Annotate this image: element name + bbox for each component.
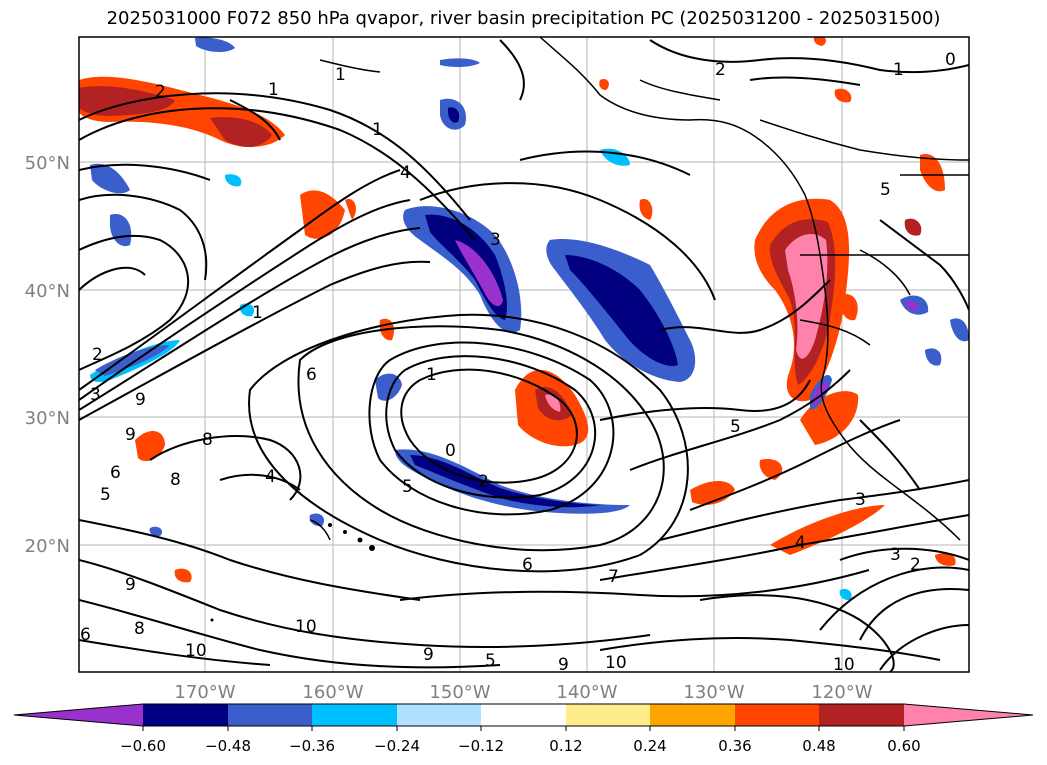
contour-label: 10 — [295, 617, 317, 637]
colorbar-tick-label: 0.24 — [633, 737, 666, 755]
contour-label: 1 — [426, 365, 437, 385]
colorbar-tick-label: 0.36 — [718, 737, 751, 755]
contour-label: 1 — [335, 65, 346, 85]
islands — [210, 523, 375, 622]
colorbar-segment — [650, 704, 735, 726]
colorbar-tick-label: 0.12 — [549, 737, 582, 755]
contour-label: 5 — [100, 485, 111, 505]
contour-label: 6 — [306, 365, 317, 385]
contour-label: 1 — [268, 80, 279, 100]
contour-label: 10 — [833, 655, 855, 675]
colorbar-segment — [397, 704, 481, 726]
gridlines — [79, 37, 969, 672]
lon-label-140w: 140°W — [556, 682, 617, 703]
contour-label: 2 — [155, 82, 166, 102]
colorbar-segment — [481, 704, 566, 726]
colorbar-extend-low — [14, 704, 143, 726]
contour-label: 5 — [730, 417, 741, 437]
contour-label: 3 — [90, 385, 101, 405]
colorbar-ticks — [142, 726, 905, 731]
lon-label-150w: 150°W — [429, 682, 490, 703]
contour-label: 0 — [445, 441, 456, 461]
contour-label: 8 — [134, 619, 145, 639]
colorbar-segment — [312, 704, 397, 726]
contour-label: 9 — [558, 655, 569, 675]
contour-label: 6 — [522, 555, 533, 575]
colorbar-segment — [143, 704, 228, 726]
colorbar-tick-label: −0.48 — [205, 737, 251, 755]
colorbar-segment — [566, 704, 650, 726]
lat-label-20n: 20°N — [25, 536, 70, 557]
contour-label: 5 — [880, 180, 891, 200]
contour-label: 2 — [478, 472, 489, 492]
contour-label: 5 — [402, 477, 413, 497]
lat-label-40n: 40°N — [25, 281, 70, 302]
map-content: 2 1 1 4 3 1 1 2 9 3 6 9 8 4 8 5 6 1 0 2 … — [79, 37, 969, 675]
colorbar: −0.60 −0.48 −0.36 −0.24 −0.12 0.12 0.24 … — [13, 703, 1034, 755]
colorbar-tick-label: −0.24 — [374, 737, 420, 755]
contour-label: 4 — [400, 163, 411, 183]
contour-label: 6 — [80, 625, 91, 645]
contour-label: 8 — [202, 430, 213, 450]
contour-labels: 2 1 1 4 3 1 1 2 9 3 6 9 8 4 8 5 6 1 0 2 … — [80, 50, 956, 675]
colorbar-segment — [735, 704, 819, 726]
contour-label: 4 — [795, 533, 806, 553]
map-frame — [78, 36, 970, 673]
colorbar-tick-label: −0.36 — [289, 737, 335, 755]
lon-label-130w: 130°W — [683, 682, 744, 703]
contour-label: 10 — [605, 653, 627, 673]
contour-label: 9 — [125, 425, 136, 445]
qvapor-contours — [79, 39, 969, 672]
lon-label-160w: 160°W — [302, 682, 363, 703]
colorbar-segment — [819, 704, 904, 726]
contour-label: 2 — [715, 60, 726, 80]
colorbar-tick-label: 0.60 — [887, 737, 920, 755]
contour-label: 2 — [910, 555, 921, 575]
contour-label: 9 — [423, 645, 434, 665]
colorbar-segment — [228, 704, 312, 726]
colorbar-tick-label: −0.60 — [120, 737, 166, 755]
coastlines — [309, 37, 969, 541]
lat-axis-labels: 50°N 40°N 30°N 20°N — [25, 153, 70, 557]
contour-label: 8 — [170, 470, 181, 490]
contour-label: 1 — [252, 303, 263, 323]
contour-label: 3 — [890, 545, 901, 565]
precip-positive-shading — [79, 37, 956, 583]
contour-label: 2 — [92, 345, 103, 365]
colorbar-tick-label: 0.48 — [802, 737, 835, 755]
colorbar-tick-label: −0.12 — [458, 737, 504, 755]
contour-label: 5 — [485, 651, 496, 671]
colorbar-tick-labels: −0.60 −0.48 −0.36 −0.24 −0.12 0.12 0.24 … — [120, 737, 921, 755]
lon-label-120w: 120°W — [811, 682, 872, 703]
lon-axis-labels: 170°W 160°W 150°W 140°W 130°W 120°W — [174, 682, 872, 703]
colorbar-extend-high — [904, 704, 1033, 726]
contour-label: 10 — [185, 641, 207, 661]
contour-label: 3 — [490, 230, 501, 250]
contour-label: 7 — [608, 567, 619, 587]
contour-label: 1 — [372, 120, 383, 140]
map-title: 2025031000 F072 850 hPa qvapor, river ba… — [106, 8, 941, 29]
lon-label-170w: 170°W — [174, 682, 235, 703]
precip-negative-shading — [90, 37, 969, 601]
contour-label: 0 — [945, 50, 956, 70]
contour-label: 9 — [125, 575, 136, 595]
contour-label: 1 — [893, 60, 904, 80]
contour-label: 3 — [855, 490, 866, 510]
lat-label-30n: 30°N — [25, 408, 70, 429]
contour-label: 4 — [265, 467, 276, 487]
contour-label: 6 — [110, 463, 121, 483]
contour-label: 9 — [135, 390, 146, 410]
lat-label-50n: 50°N — [25, 153, 70, 174]
